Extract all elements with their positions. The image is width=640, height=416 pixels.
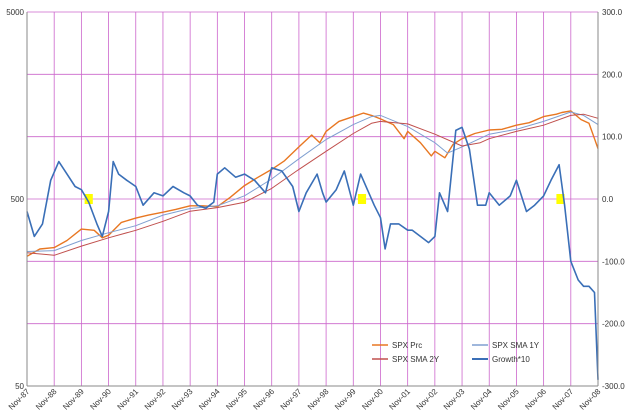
highlight-marker xyxy=(357,194,367,204)
right-tick-label: 300.0 xyxy=(602,8,623,17)
legend: SPX Prc SPX SMA 1Y SPX SMA 2Y Growth*10 xyxy=(372,341,540,364)
series-line-spx-prc xyxy=(26,110,599,257)
left-tick-label: 500 xyxy=(11,195,25,204)
right-tick-label: 100.0 xyxy=(602,133,623,142)
right-tick-label: -100.0 xyxy=(602,257,625,266)
highlight-markers xyxy=(84,194,565,204)
right-tick-label: 200.0 xyxy=(602,70,623,79)
right-tick-label: -200.0 xyxy=(602,320,625,329)
right-tick-label: 0.0 xyxy=(602,195,614,204)
right-tick-label: -300.0 xyxy=(602,382,625,391)
left-tick-label: 50 xyxy=(15,382,24,391)
series-line-growth-10 xyxy=(26,126,599,380)
grid xyxy=(26,11,599,387)
series-line-spx-sma-1y xyxy=(26,111,599,252)
legend-label: Growth*10 xyxy=(492,355,530,364)
highlight-marker xyxy=(556,194,565,204)
highlight-marker xyxy=(84,194,93,204)
series-line-spx-sma-2y xyxy=(26,113,599,256)
legend-label: SPX SMA 2Y xyxy=(392,355,440,364)
legend-label: SPX Prc xyxy=(392,341,422,350)
legend-label: SPX SMA 1Y xyxy=(492,341,540,350)
series-lines xyxy=(26,110,599,380)
left-tick-label: 5000 xyxy=(6,8,24,17)
